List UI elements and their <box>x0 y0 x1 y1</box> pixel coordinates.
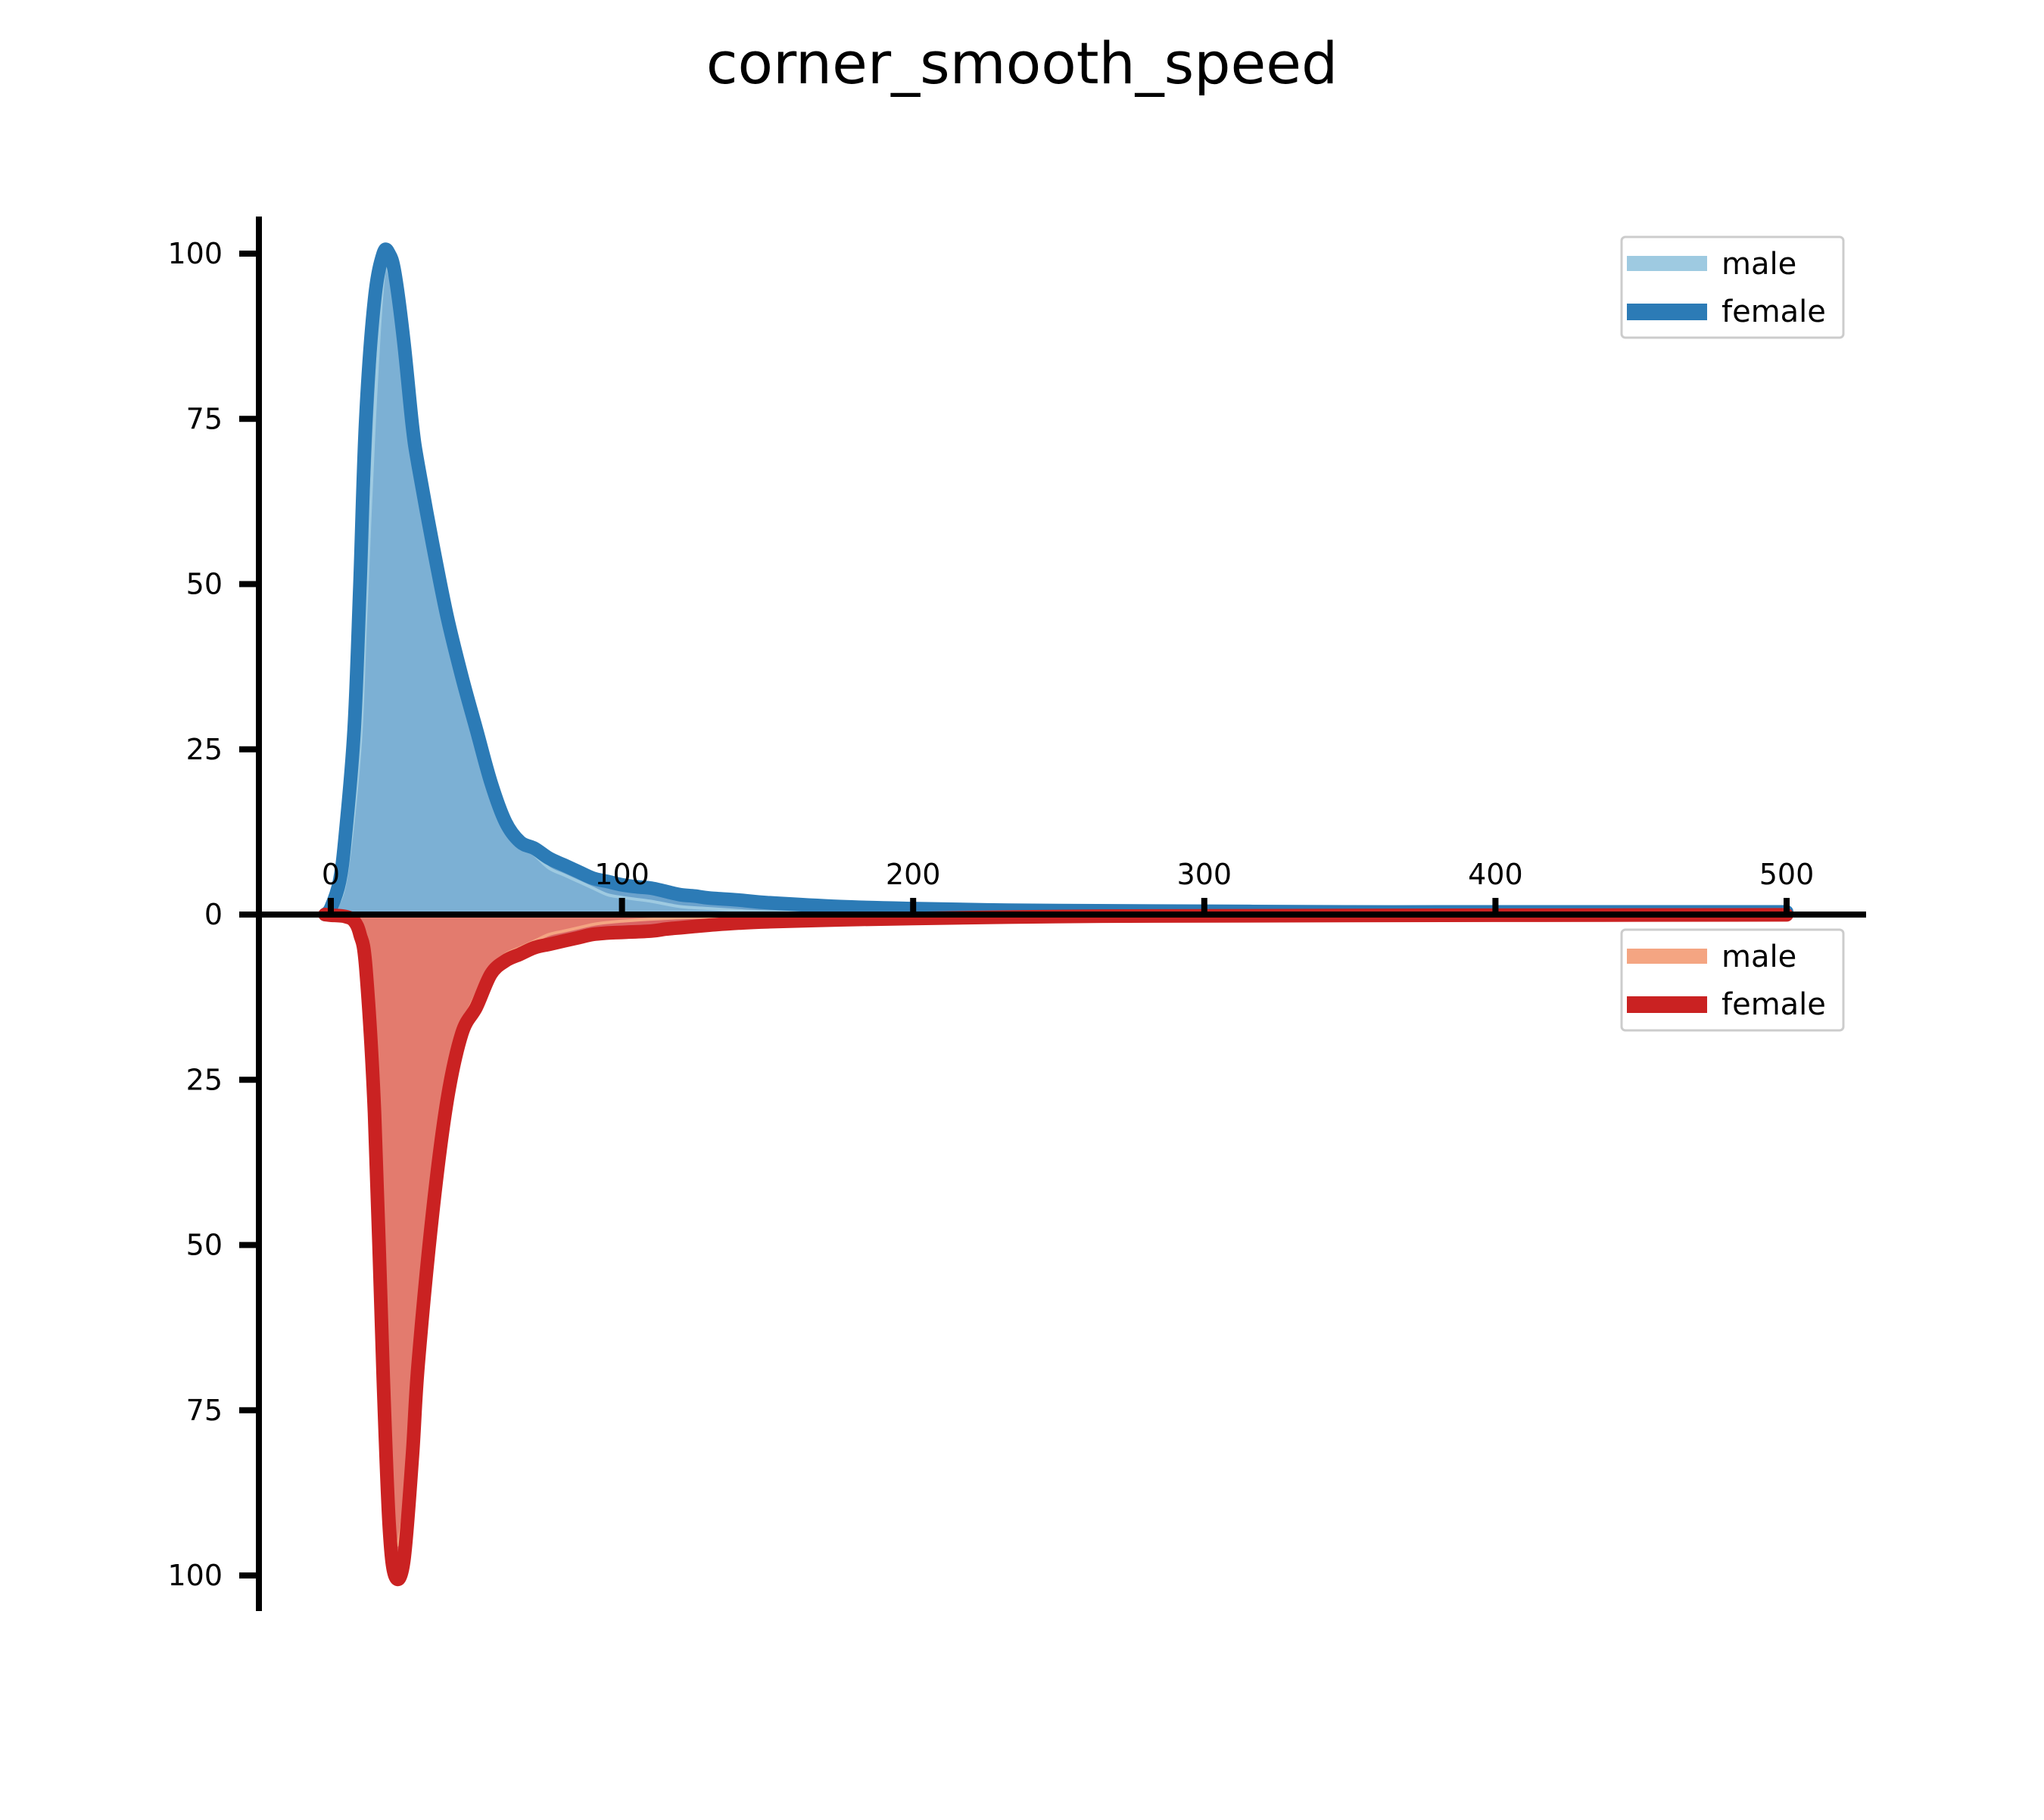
x-tick-label-400: 400 <box>1468 858 1523 891</box>
top-series-male-line <box>324 264 1787 917</box>
legend-layer: male female male female <box>1620 235 1845 1032</box>
chart-title: corner_smooth_speed <box>706 30 1338 97</box>
bottom-series-female-area <box>325 915 1787 1580</box>
y-tick-label-top-25: 25 <box>186 733 223 766</box>
top-series-female-line <box>318 242 1793 921</box>
bottom-series-male-line <box>325 912 1787 1547</box>
top-legend-label-female: female <box>1722 295 1826 329</box>
x-tick-label-200: 200 <box>886 858 941 891</box>
bottom-legend-swatch-female <box>1627 996 1707 1013</box>
x-tick-label-500: 500 <box>1759 858 1815 891</box>
top-legend-label-male: male <box>1722 247 1796 282</box>
top-series-female-area <box>325 249 1787 915</box>
y-tick-label-bottom-25: 25 <box>186 1063 223 1096</box>
top-series-male-area <box>325 266 1787 915</box>
y-tick-label-bottom-100: 100 <box>167 1559 223 1592</box>
y-tick-label-top-50: 50 <box>186 568 223 601</box>
bottom-legend-label-male: male <box>1722 940 1796 974</box>
top-legend-swatch-female <box>1627 304 1707 320</box>
bottom-legend-label-female: female <box>1722 987 1826 1022</box>
x-tick-label-300: 300 <box>1177 858 1232 891</box>
axes-layer: 0 100 200 300 400 500 0 25 50 75 100 25 50 75 100 <box>167 217 1866 1611</box>
x-tick-label-0: 0 <box>322 858 340 891</box>
y-tick-label-top-0: 0 <box>204 898 223 931</box>
bottom-series-female-line <box>318 908 1793 1587</box>
top-legend-swatch-male <box>1627 256 1707 271</box>
y-tick-label-top-100: 100 <box>167 237 223 270</box>
y-tick-label-top-75: 75 <box>186 402 223 435</box>
bottom-series-male-area <box>325 914 1787 1546</box>
bottom-legend-swatch-male <box>1627 949 1707 964</box>
y-tick-label-bottom-75: 75 <box>186 1394 223 1427</box>
y-tick-label-bottom-50: 50 <box>186 1229 223 1262</box>
x-tick-label-100: 100 <box>594 858 650 891</box>
series-layer <box>318 242 1793 1587</box>
